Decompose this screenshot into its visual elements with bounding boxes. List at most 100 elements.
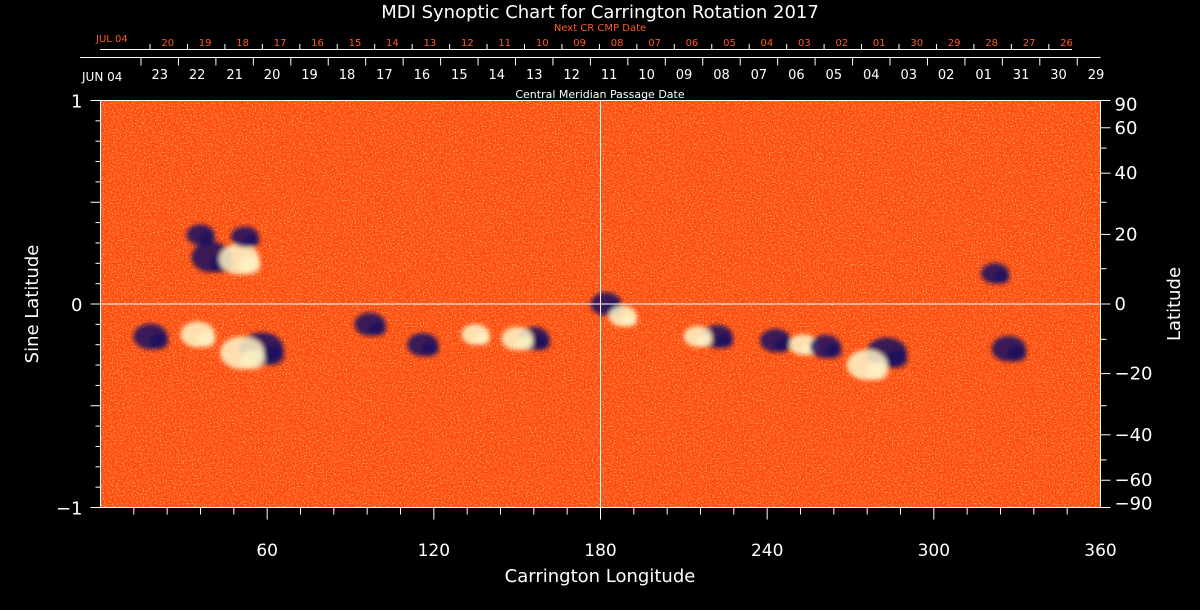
- cmp-label: Central Meridian Passage Date: [515, 88, 684, 101]
- cmp-date-label: 02: [938, 68, 955, 83]
- cmp-date-label: 06: [788, 68, 805, 83]
- active-regions: [133, 224, 1027, 381]
- next-cr-date-label: 02: [835, 38, 848, 49]
- next-cr-date-label: 13: [424, 38, 437, 49]
- next-cr-date-label: 18: [236, 38, 249, 49]
- cmp-date-label: 11: [601, 68, 618, 83]
- x-tick-label: 60: [256, 541, 278, 561]
- y-right-tick-label: 40: [1115, 163, 1138, 184]
- cmp-date-label: 05: [826, 68, 843, 83]
- cmp-date-label: 16: [414, 68, 431, 83]
- cmp-date-label: 18: [339, 68, 356, 83]
- next-cr-date-label: 29: [948, 38, 961, 49]
- cmp-date-label: 31: [1013, 68, 1030, 83]
- active-region-positive-lobe: [622, 314, 638, 327]
- y-right-tick-label: 60: [1115, 118, 1138, 139]
- active-region-positive-lobe: [866, 361, 889, 381]
- active-region-positive-lobe: [196, 331, 216, 348]
- active-region-negative-lobe: [1007, 346, 1027, 362]
- x-tick-label: 300: [918, 541, 950, 561]
- cmp-date-label: 20: [264, 68, 281, 83]
- next-cr-date-label: 07: [648, 38, 661, 49]
- cmp-date-label: 08: [713, 68, 730, 83]
- next-cr-date-label: 15: [349, 38, 362, 49]
- y-left-tick-label: 0: [71, 295, 82, 316]
- y-axis-left-title: Sine Latitude: [22, 245, 43, 364]
- y-right-tick-label: 90: [1115, 95, 1138, 116]
- cmp-date-label: 29: [1088, 68, 1105, 83]
- next-cr-date-label: 14: [386, 38, 399, 49]
- y-left-tick-label: 1: [71, 92, 82, 113]
- active-region-positive-lobe: [516, 336, 534, 351]
- next-cr-date-label: 20: [161, 38, 174, 49]
- cmp-date-label: 21: [226, 68, 243, 83]
- next-cr-date-label: 10: [536, 38, 549, 49]
- next-cr-date-label: 09: [573, 38, 586, 49]
- next-cr-start-label: JUL 04: [95, 34, 128, 45]
- active-region-positive-lobe: [474, 332, 491, 346]
- y-right-tick-label: 20: [1115, 224, 1138, 245]
- cmp-date-label: 10: [638, 68, 655, 83]
- y-axis-left: 1 0 −1: [56, 92, 101, 520]
- cmp-date-label: 03: [900, 68, 917, 83]
- active-region-negative-lobe: [824, 344, 842, 359]
- active-region-negative-lobe: [244, 234, 260, 248]
- active-region-negative-lobe: [885, 349, 909, 369]
- active-region-negative-lobe: [994, 271, 1010, 284]
- cmp-date-axis: JUN 04 23 22 21 20 19 18 17 16 15 14 13 12 11 10 09 08 07…: [80, 57, 1105, 84]
- cmp-date-label: 07: [751, 68, 768, 83]
- next-cr-date-label: 05: [723, 38, 736, 49]
- cmp-date-label: 22: [189, 68, 206, 83]
- cmp-date-label: 13: [526, 68, 543, 83]
- cmp-date-label: 23: [151, 68, 168, 83]
- y-axis-right-title: Latitude: [1164, 267, 1185, 341]
- cmp-date-label: 01: [975, 68, 992, 83]
- y-right-tick-label: −60: [1115, 470, 1153, 491]
- y-right-tick-label: −20: [1115, 364, 1153, 385]
- chart-title: MDI Synoptic Chart for Carrington Rotati…: [381, 2, 819, 23]
- active-region-negative-lobe: [149, 333, 169, 350]
- next-cr-label: Next CR CMP Date: [554, 23, 646, 34]
- next-cr-date-label: 12: [461, 38, 474, 49]
- x-tick-label: 120: [418, 541, 450, 561]
- next-cr-date-label: 11: [498, 38, 511, 49]
- next-cr-date-label: 01: [873, 38, 886, 49]
- active-region-negative-lobe: [774, 338, 792, 353]
- x-tick-label: 360: [1084, 541, 1116, 561]
- x-axis-title: Carrington Longitude: [505, 566, 696, 587]
- active-region-positive-lobe: [238, 256, 261, 275]
- next-cr-date-label: 16: [311, 38, 324, 49]
- active-region-negative-lobe: [421, 342, 440, 357]
- next-cr-date-axis: JUL 04 20 19 18 17 16 15 14 13 12 11 10 09 08 07 06 05 04…: [95, 34, 1073, 50]
- next-cr-date-label: 17: [274, 38, 287, 49]
- cmp-date-label: 19: [301, 68, 318, 83]
- active-region-negative-lobe: [369, 322, 387, 337]
- cmp-start-label: JUN 04: [81, 70, 122, 84]
- next-cr-date-label: 19: [199, 38, 212, 49]
- cmp-date-label: 15: [451, 68, 468, 83]
- y-left-tick-label: −1: [56, 499, 83, 520]
- next-cr-date-label: 28: [985, 38, 998, 49]
- active-region-negative-lobe: [199, 232, 216, 246]
- active-region-positive-lobe: [697, 334, 713, 348]
- next-cr-date-label: 04: [761, 38, 774, 49]
- cmp-date-label: 14: [489, 68, 506, 83]
- x-tick-label: 180: [584, 541, 616, 561]
- next-cr-date-label: 30: [910, 38, 923, 49]
- next-cr-date-label: 26: [1060, 38, 1073, 49]
- next-cr-date-label: 27: [1023, 38, 1036, 49]
- active-region-positive-lobe: [241, 349, 266, 370]
- y-right-tick-label: 0: [1115, 294, 1126, 315]
- x-tick-label: 240: [751, 541, 783, 561]
- cmp-date-label: 12: [563, 68, 580, 83]
- active-region-negative-lobe: [533, 336, 551, 351]
- cmp-date-label: 09: [676, 68, 693, 83]
- cmp-date-label: 30: [1050, 68, 1067, 83]
- next-cr-date-label: 03: [798, 38, 811, 49]
- y-right-tick-label: −40: [1115, 425, 1153, 446]
- active-region-negative-lobe: [260, 345, 285, 366]
- x-axis: 60 120 180 240 300 360: [133, 507, 1117, 561]
- active-region-negative-lobe: [716, 334, 734, 349]
